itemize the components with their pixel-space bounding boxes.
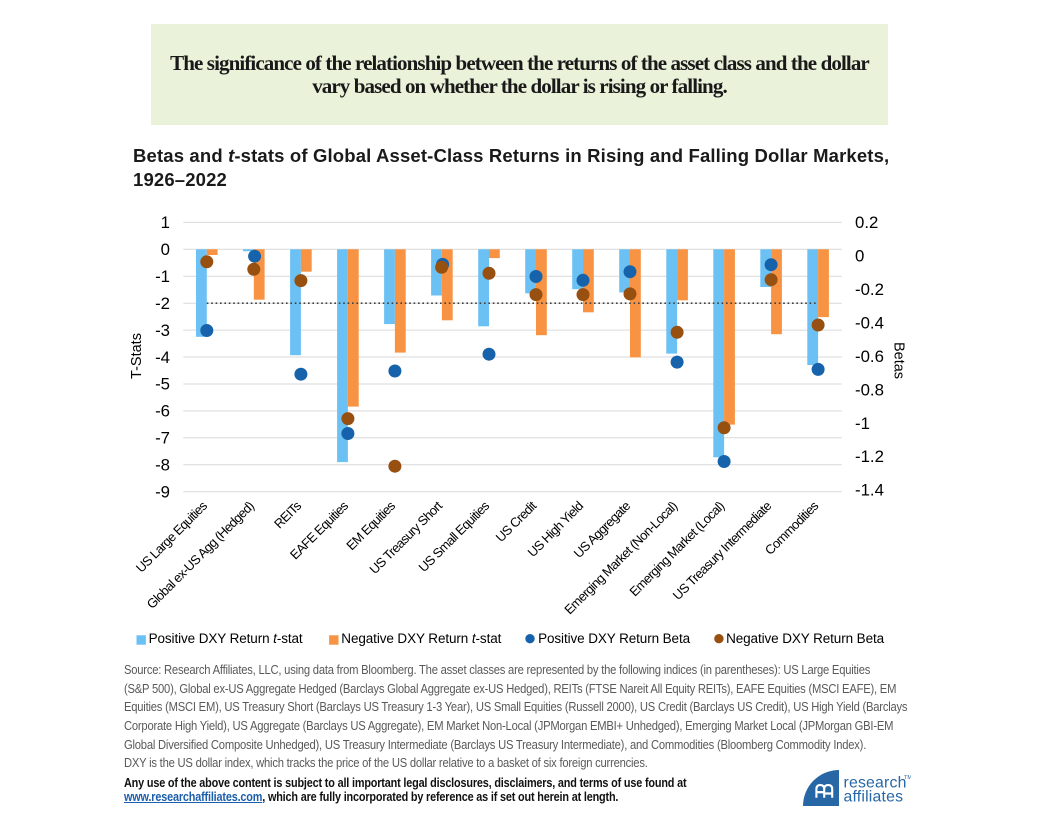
svg-text:-0.6: -0.6 [855, 347, 884, 366]
svg-text:-9: -9 [155, 482, 170, 501]
svg-text:-1.2: -1.2 [855, 447, 884, 466]
svg-text:REITs: REITs [271, 498, 305, 532]
svg-text:-3: -3 [155, 321, 170, 340]
svg-text:Negative DXY Return Beta: Negative DXY Return Beta [726, 631, 885, 646]
svg-text:-4: -4 [155, 348, 170, 367]
svg-text:1: 1 [161, 213, 170, 232]
svg-text:-0.8: -0.8 [855, 380, 884, 399]
svg-text:Positive DXY Return t-stat: Positive DXY Return t-stat [149, 631, 303, 646]
svg-text:affiliates: affiliates [844, 789, 904, 806]
svg-text:0.2: 0.2 [855, 213, 878, 232]
svg-text:-0.2: -0.2 [855, 280, 884, 299]
svg-text:-7: -7 [155, 429, 170, 448]
svg-text:research: research [844, 775, 907, 792]
svg-text:-5: -5 [155, 375, 170, 394]
svg-text:T-Stats: T-Stats [129, 333, 145, 379]
svg-text:0: 0 [161, 240, 170, 259]
svg-text:-0.4: -0.4 [855, 313, 884, 332]
svg-text:Positive DXY Return Beta: Positive DXY Return Beta [538, 631, 691, 646]
svg-text:-1: -1 [155, 267, 170, 286]
svg-text:US Credit: US Credit [493, 498, 540, 545]
svg-text:-1: -1 [855, 414, 870, 433]
svg-text:-6: -6 [155, 402, 170, 421]
svg-text:Negative DXY Return t-stat: Negative DXY Return t-stat [341, 631, 501, 646]
svg-text:-8: -8 [155, 456, 170, 475]
svg-text:Betas: Betas [891, 342, 907, 379]
svg-text:-2: -2 [155, 294, 170, 313]
svg-text:-1.4: -1.4 [855, 481, 884, 500]
svg-text:0: 0 [855, 247, 864, 266]
svg-text:TM: TM [904, 775, 911, 781]
